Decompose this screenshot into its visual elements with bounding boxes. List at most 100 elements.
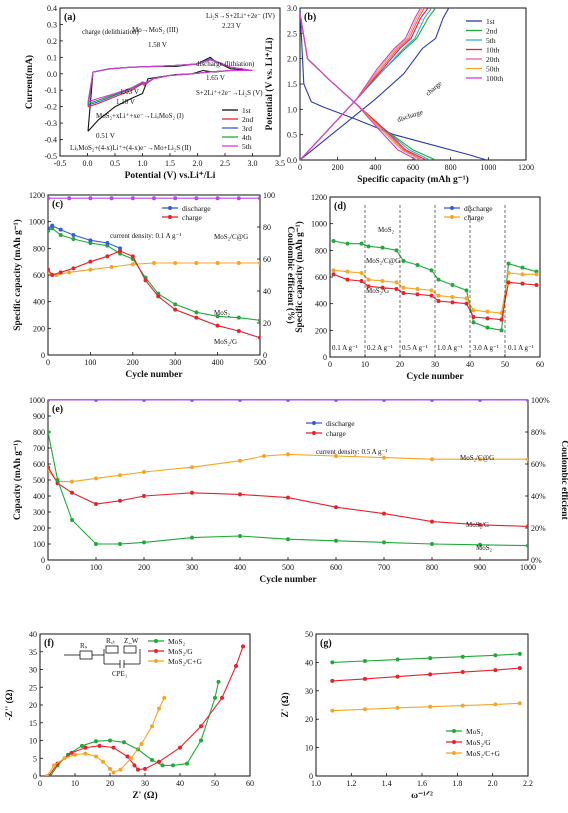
- x-tick-label: 0.0: [83, 159, 93, 168]
- data-point: [178, 745, 182, 750]
- x-tick-label: 500: [282, 563, 294, 572]
- data-point: [380, 245, 385, 250]
- y2-tick-label: 60: [263, 255, 271, 264]
- series-line-charge: [300, 8, 421, 160]
- data-point: [109, 265, 114, 269]
- data-point: [330, 678, 335, 683]
- legend-marker: [450, 215, 454, 219]
- data-point: [162, 695, 167, 700]
- data-point: [478, 542, 482, 547]
- x-tick-label: 40: [466, 360, 474, 369]
- x-axis-label: Z' (Ω): [132, 790, 157, 801]
- data-point: [58, 233, 63, 237]
- legend-label: 10th: [486, 46, 500, 55]
- data-point: [485, 325, 490, 330]
- x-tick-label: 2.0: [488, 779, 498, 788]
- legend-label: MoS₂/G: [168, 647, 193, 656]
- data-point: [236, 196, 241, 201]
- x-tick-label: 20: [396, 360, 404, 369]
- legend-label: 4th: [242, 133, 252, 142]
- data-point: [94, 739, 98, 744]
- data-point: [517, 701, 522, 706]
- y-tick-label: 2.0: [287, 55, 297, 64]
- annotation-label: MoS₂: [378, 226, 395, 234]
- x-tick-label: 30: [431, 360, 439, 369]
- y-tick-label: 20: [305, 715, 313, 724]
- legend-label: 1st: [242, 106, 252, 115]
- data-point: [330, 708, 335, 713]
- data-point: [359, 279, 364, 283]
- x-tick-label: 1000: [520, 563, 536, 572]
- data-point: [88, 238, 93, 243]
- annotation-label: 1.10 V: [116, 98, 135, 106]
- annotation-label: current density: 0.5 A g⁻¹: [316, 448, 387, 456]
- y-tick-label: 50: [305, 630, 313, 639]
- data-point: [430, 542, 434, 546]
- x-tick-label: 60: [536, 360, 544, 369]
- data-point: [111, 770, 116, 775]
- data-point: [499, 328, 504, 333]
- x-tick-label: 800: [445, 163, 457, 172]
- legend-marker: [452, 740, 456, 744]
- y2-tick-label: 80%: [531, 428, 546, 437]
- data-point: [171, 763, 175, 768]
- series-group: [45, 644, 245, 776]
- y2-tick-label: 80: [263, 223, 271, 232]
- data-point: [156, 294, 161, 299]
- y-tick-label: 1200: [311, 193, 327, 202]
- legend: MoS₂ MoS₂/G MoS₂/C+G: [446, 727, 501, 758]
- x-tick-label: 400: [369, 163, 381, 172]
- y-tick-label: 0: [41, 556, 45, 565]
- y-tick-label: 5: [33, 754, 37, 763]
- series-line: [48, 227, 260, 321]
- legend-label: 100th: [486, 74, 503, 83]
- y-tick-label: -0.1: [44, 86, 57, 95]
- legend-label: MoS₂: [168, 637, 186, 646]
- data-point: [429, 288, 434, 293]
- data-point: [108, 738, 112, 743]
- data-point: [118, 473, 122, 478]
- data-point: [45, 774, 49, 776]
- annotation-label: Mo→MoS₂ (III): [132, 26, 179, 34]
- series-line-charge: [300, 8, 433, 160]
- y-axis-label: Specific capacity (mAh g⁻¹): [294, 221, 305, 333]
- data-point: [194, 196, 199, 201]
- data-point: [88, 267, 93, 272]
- data-point: [48, 465, 50, 470]
- y-tick-label: 0.2: [47, 37, 57, 46]
- data-point: [330, 660, 335, 665]
- data-point: [526, 543, 528, 548]
- annotation-label: current density: 0.1 A g⁻¹: [110, 232, 181, 240]
- data-point: [130, 254, 135, 259]
- data-point: [499, 317, 504, 322]
- data-point: [493, 653, 498, 658]
- x-axis-label: Cycle number: [406, 372, 464, 382]
- annotation-label: MoS₂/G: [466, 521, 489, 529]
- y-tick-label: -0.2: [44, 103, 57, 112]
- data-point: [94, 754, 98, 759]
- y-tick-label: 0.4: [47, 4, 57, 13]
- data-point: [142, 470, 146, 474]
- x-tick-label: 20: [106, 779, 114, 788]
- series-line-discharge: [300, 13, 421, 160]
- y-axis-label: Capacity (mAh g⁻¹): [12, 440, 23, 520]
- legend-marker: [452, 751, 456, 755]
- y2-tick-label: 20: [263, 319, 271, 328]
- y2-tick-label: 60%: [531, 460, 546, 469]
- legend-marker: [312, 431, 316, 435]
- y-tick-label: 500: [33, 476, 45, 485]
- y-tick-label: 800: [33, 428, 45, 437]
- data-point: [428, 656, 433, 661]
- series-line-discharge: [300, 13, 418, 160]
- y-tick-label: 1000: [29, 396, 45, 405]
- x-tick-label: 200: [332, 163, 344, 172]
- x-axis-label: Potential (V) vs.Li⁺/Li: [125, 170, 216, 181]
- data-point: [345, 269, 350, 274]
- data-point: [506, 261, 511, 266]
- data-point: [436, 277, 441, 282]
- x-tick-label: 1.8: [452, 779, 462, 788]
- plot-frame: [47, 194, 261, 356]
- y-tick-label: 1000: [311, 220, 327, 229]
- data-point: [130, 262, 135, 267]
